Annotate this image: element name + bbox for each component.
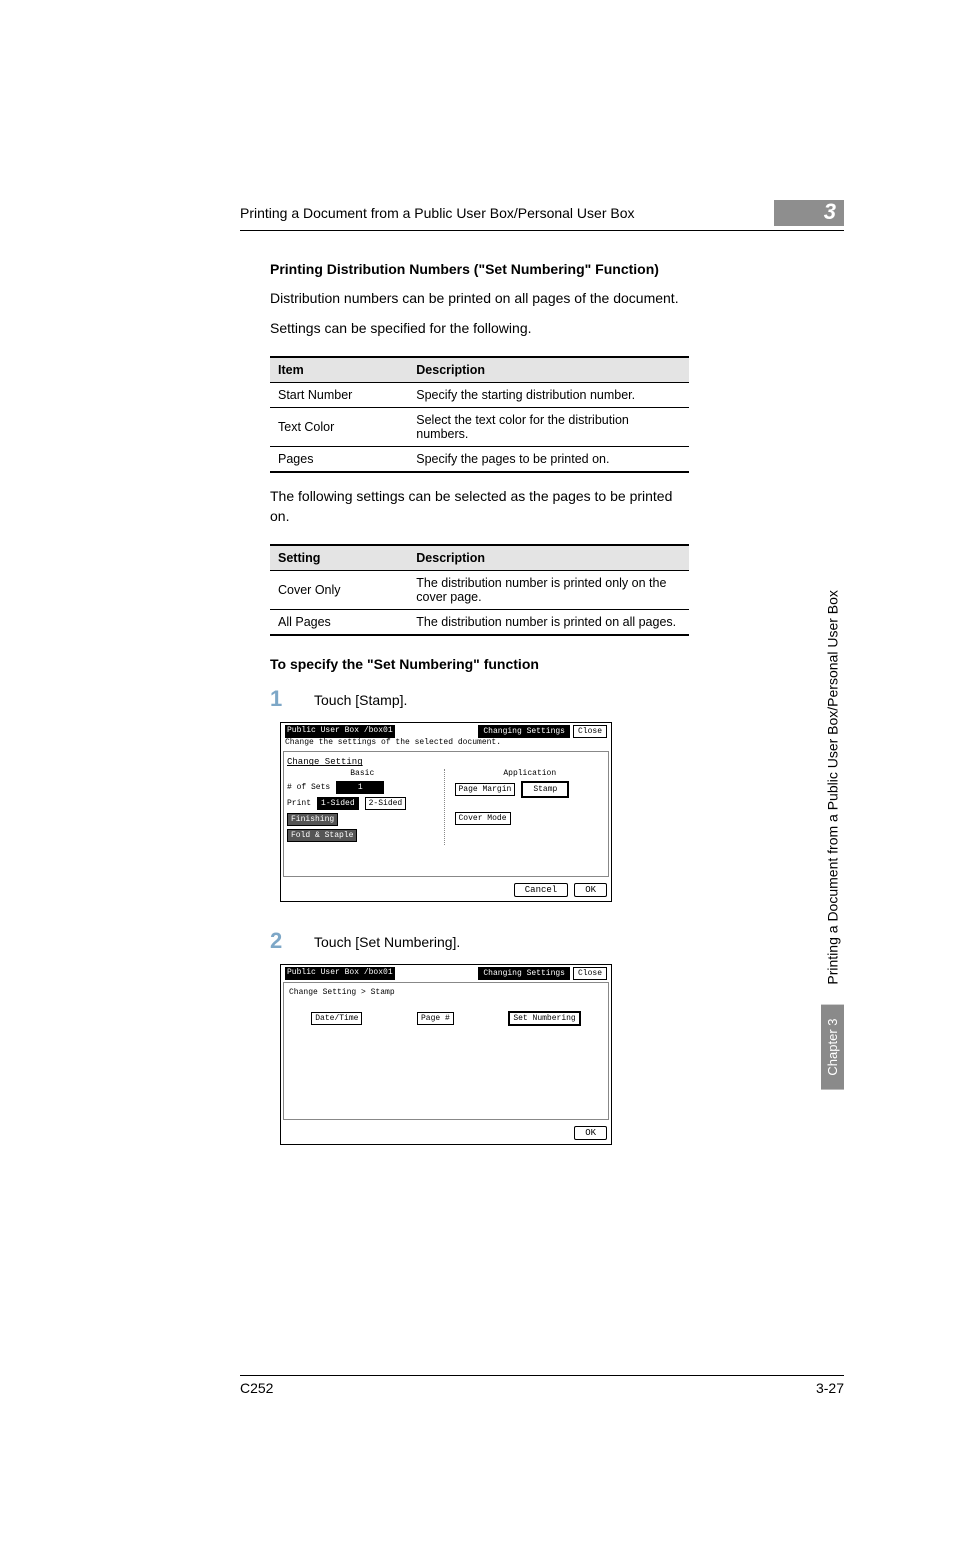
scr1-instruction: Change the settings of the selected docu… [281,738,611,749]
items-table: Item Description Start Number Specify th… [270,356,689,473]
table2-r0-desc: The distribution number is printed only … [408,571,689,610]
scr1-box-label: Public User Box /box01 [285,725,395,738]
side-tab: Chapter 3 Printing a Document from a Pub… [821,590,844,1090]
table2-r1-item: All Pages [270,610,408,636]
table1-head-desc: Description [408,357,689,383]
footer-model: C252 [240,1380,273,1396]
table1-r2-item: Pages [270,447,408,473]
step-1-number: 1 [270,686,288,712]
scr2-changing-button[interactable]: Changing Settings [478,967,570,980]
mid-paragraph: The following settings can be selected a… [270,487,689,526]
running-header: Printing a Document from a Public User B… [240,205,635,221]
step-2-text: Touch [Set Numbering]. [314,928,460,950]
chapter-badge: 3 [774,200,844,226]
scr2-breadcrumb: Change Setting > Stamp [289,988,605,997]
scr1-page-margin-button[interactable]: Page Margin [455,783,516,796]
scr1-2sided-button[interactable]: 2-Sided [365,797,407,810]
intro-paragraph-2: Settings can be specified for the follow… [270,319,689,339]
scr1-change-setting: Change Setting [287,757,363,767]
scr1-print-label: Print [287,799,311,808]
step-1: 1 Touch [Stamp]. [270,686,689,712]
table1-r1-item: Text Color [270,408,408,447]
scr2-box-label: Public User Box /box01 [285,967,395,980]
step-2: 2 Touch [Set Numbering]. [270,928,689,954]
intro-paragraph-1: Distribution numbers can be printed on a… [270,289,689,309]
side-section-label: Printing a Document from a Public User B… [825,590,841,985]
scr2-datetime-button[interactable]: Date/Time [311,1012,362,1025]
table2-head-desc: Description [408,545,689,571]
scr2-ok-button[interactable]: OK [574,1126,607,1140]
scr1-sets-value[interactable]: 1 [336,781,384,794]
scr1-1sided-button[interactable]: 1-Sided [317,797,359,810]
scr1-finishing-button[interactable]: Finishing [287,813,338,826]
table2-r0-item: Cover Only [270,571,408,610]
procedure-heading: To specify the "Set Numbering" function [270,656,689,672]
table2-r1-desc: The distribution number is printed on al… [408,610,689,636]
step-1-text: Touch [Stamp]. [314,686,407,708]
scr1-application-label: Application [455,769,606,778]
side-chapter-label: Chapter 3 [821,1005,844,1090]
scr1-cover-mode-button[interactable]: Cover Mode [455,812,511,825]
table2-head-item: Setting [270,545,408,571]
step-2-number: 2 [270,928,288,954]
footer-page: 3-27 [816,1380,844,1396]
scr2-setnumbering-button[interactable]: Set Numbering [508,1011,580,1026]
scr1-ok-button[interactable]: OK [574,883,607,897]
table1-head-item: Item [270,357,408,383]
table1-r0-item: Start Number [270,383,408,408]
scr1-close-button[interactable]: Close [573,725,607,738]
scr1-fold-button[interactable]: Fold & Staple [287,829,357,842]
table1-r0-desc: Specify the starting distribution number… [408,383,689,408]
lcd-screenshot-2: Public User Box /box01 Changing Settings… [280,964,612,1145]
scr1-stamp-button[interactable]: Stamp [521,781,569,798]
scr1-changing-button[interactable]: Changing Settings [478,725,570,738]
table1-r1-desc: Select the text color for the distributi… [408,408,689,447]
scr1-basic-label: Basic [287,769,438,778]
scr2-close-button[interactable]: Close [573,967,607,980]
scr2-pagenum-button[interactable]: Page # [417,1012,454,1025]
lcd-screenshot-1: Public User Box /box01 Changing Settings… [280,722,612,902]
section-heading: Printing Distribution Numbers ("Set Numb… [270,261,689,277]
scr1-cancel-button[interactable]: Cancel [514,883,568,897]
scr1-sets-label: # of Sets [287,783,330,792]
settings-table: Setting Description Cover Only The distr… [270,544,689,636]
table1-r2-desc: Specify the pages to be printed on. [408,447,689,473]
